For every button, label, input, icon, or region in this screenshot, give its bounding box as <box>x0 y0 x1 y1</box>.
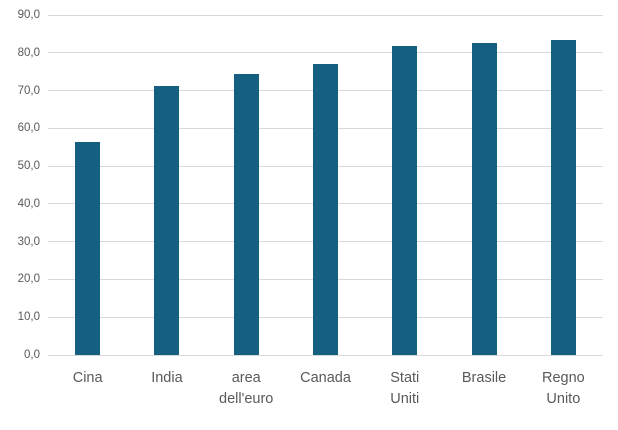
bar-regno-unito <box>550 39 576 355</box>
x-axis-category-label: India <box>151 370 183 386</box>
x-axis-category-label: Cina <box>72 370 103 386</box>
bar-canada <box>313 64 338 355</box>
bar-brasile <box>471 42 497 355</box>
x-axis-category-label: Canada <box>300 370 351 386</box>
bar-india <box>154 86 180 355</box>
x-axis-category-label: area dell'euro <box>219 370 274 407</box>
y-axis-tick-label: 60,0 <box>17 122 40 135</box>
y-axis-tick-label: 30,0 <box>17 235 40 248</box>
bar-cina <box>75 142 101 355</box>
gridline <box>48 52 603 54</box>
x-axis-category-label: Regno Unito <box>541 370 585 407</box>
y-axis-tick-label: 90,0 <box>17 9 40 21</box>
y-axis-tick-label: 10,0 <box>17 311 40 324</box>
x-axis-category-label: Brasile <box>461 370 507 386</box>
y-axis-tick-label: 70,0 <box>17 84 40 97</box>
x-axis-category-label: Stati Uniti <box>390 370 420 407</box>
y-axis-tick-label: 20,0 <box>17 273 40 286</box>
gridline <box>48 14 603 16</box>
y-axis-tick-label: 40,0 <box>17 197 40 210</box>
y-axis-tick-label: 50,0 <box>17 160 40 173</box>
bar-stati-uniti <box>392 46 418 355</box>
bar-area-dell-euro <box>233 74 259 355</box>
y-axis-tick-label: 80,0 <box>17 46 40 59</box>
y-axis-tick-label: 0,0 <box>24 349 40 361</box>
gridline <box>48 354 603 356</box>
